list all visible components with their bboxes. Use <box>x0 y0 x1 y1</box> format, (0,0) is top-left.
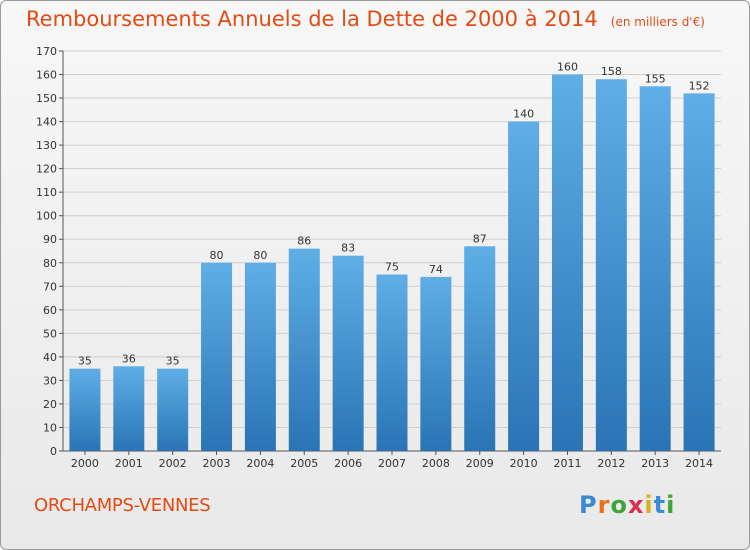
bar-value-label: 35 <box>166 355 180 368</box>
y-tick-label: 110 <box>36 186 57 199</box>
x-tick-label: 2011 <box>553 457 581 470</box>
y-tick-label: 10 <box>43 421 57 434</box>
y-tick-label: 40 <box>43 351 57 364</box>
bar <box>69 368 101 451</box>
x-tick-label: 2002 <box>159 457 187 470</box>
unit-note: (en milliers d'€) <box>610 15 705 29</box>
x-tick-label: 2013 <box>641 457 669 470</box>
x-tick-label: 2000 <box>71 457 99 470</box>
x-tick-label: 2004 <box>246 457 274 470</box>
y-tick-label: 160 <box>36 69 57 82</box>
y-tick-label: 60 <box>43 304 57 317</box>
logo-letter: o <box>610 491 628 519</box>
x-tick-label: 2009 <box>466 457 494 470</box>
y-tick-label: 70 <box>43 280 57 293</box>
bar <box>639 86 671 451</box>
x-tick-label: 2006 <box>334 457 362 470</box>
bar-value-label: 83 <box>341 242 355 255</box>
chart-title: Remboursements Annuels de la Dette de 20… <box>26 7 705 31</box>
logo-letter: P <box>579 491 598 519</box>
x-tick-label: 2010 <box>510 457 538 470</box>
bar-value-label: 87 <box>473 232 487 245</box>
bar-value-label: 140 <box>513 108 534 121</box>
logo-letter: i <box>644 491 654 519</box>
chart-title-text: Remboursements Annuels de la Dette de 20… <box>26 7 598 31</box>
bar-value-label: 75 <box>385 261 399 274</box>
y-tick-label: 120 <box>36 163 57 176</box>
bar-value-label: 35 <box>78 355 92 368</box>
y-tick-label: 170 <box>36 45 57 58</box>
logo-letter: x <box>627 491 645 519</box>
bar-value-label: 160 <box>557 61 578 74</box>
bar <box>508 121 540 452</box>
bar <box>683 93 715 452</box>
bar <box>201 262 233 451</box>
proxiti-logo: Proxiti <box>579 491 675 519</box>
bar <box>332 255 364 451</box>
logo-letter: i <box>666 491 676 519</box>
x-tick-label: 2005 <box>290 457 318 470</box>
bar <box>113 366 145 451</box>
bar <box>157 368 189 451</box>
bar <box>551 74 583 451</box>
bar-value-label: 80 <box>253 249 267 262</box>
bar <box>464 246 496 451</box>
bar <box>595 79 627 451</box>
bar <box>420 276 452 451</box>
logo-letter: r <box>597 491 611 519</box>
y-tick-label: 20 <box>43 398 57 411</box>
commune-name: ORCHAMPS-VENNES <box>34 495 211 516</box>
y-tick-label: 80 <box>43 257 57 270</box>
logo-letter: t <box>653 491 667 519</box>
y-tick-label: 90 <box>43 233 57 246</box>
y-tick-label: 140 <box>36 116 57 129</box>
bar <box>244 262 276 451</box>
x-tick-label: 2003 <box>203 457 231 470</box>
bar <box>288 248 320 451</box>
x-tick-label: 2007 <box>378 457 406 470</box>
bar <box>376 274 408 451</box>
x-tick-label: 2012 <box>597 457 625 470</box>
x-tick-label: 2001 <box>115 457 143 470</box>
y-tick-label: 130 <box>36 139 57 152</box>
y-tick-label: 50 <box>43 327 57 340</box>
x-tick-label: 2014 <box>685 457 713 470</box>
bar-value-label: 36 <box>122 352 136 365</box>
y-tick-label: 150 <box>36 92 57 105</box>
bar-value-label: 152 <box>689 79 710 92</box>
bar-value-label: 158 <box>601 65 622 78</box>
bar-value-label: 80 <box>210 249 224 262</box>
bar-value-label: 74 <box>429 263 443 276</box>
y-tick-label: 0 <box>50 445 57 458</box>
bar-value-label: 155 <box>645 72 666 85</box>
y-tick-label: 30 <box>43 374 57 387</box>
y-tick-label: 100 <box>36 210 57 223</box>
x-tick-label: 2008 <box>422 457 450 470</box>
bar-value-label: 86 <box>297 235 311 248</box>
